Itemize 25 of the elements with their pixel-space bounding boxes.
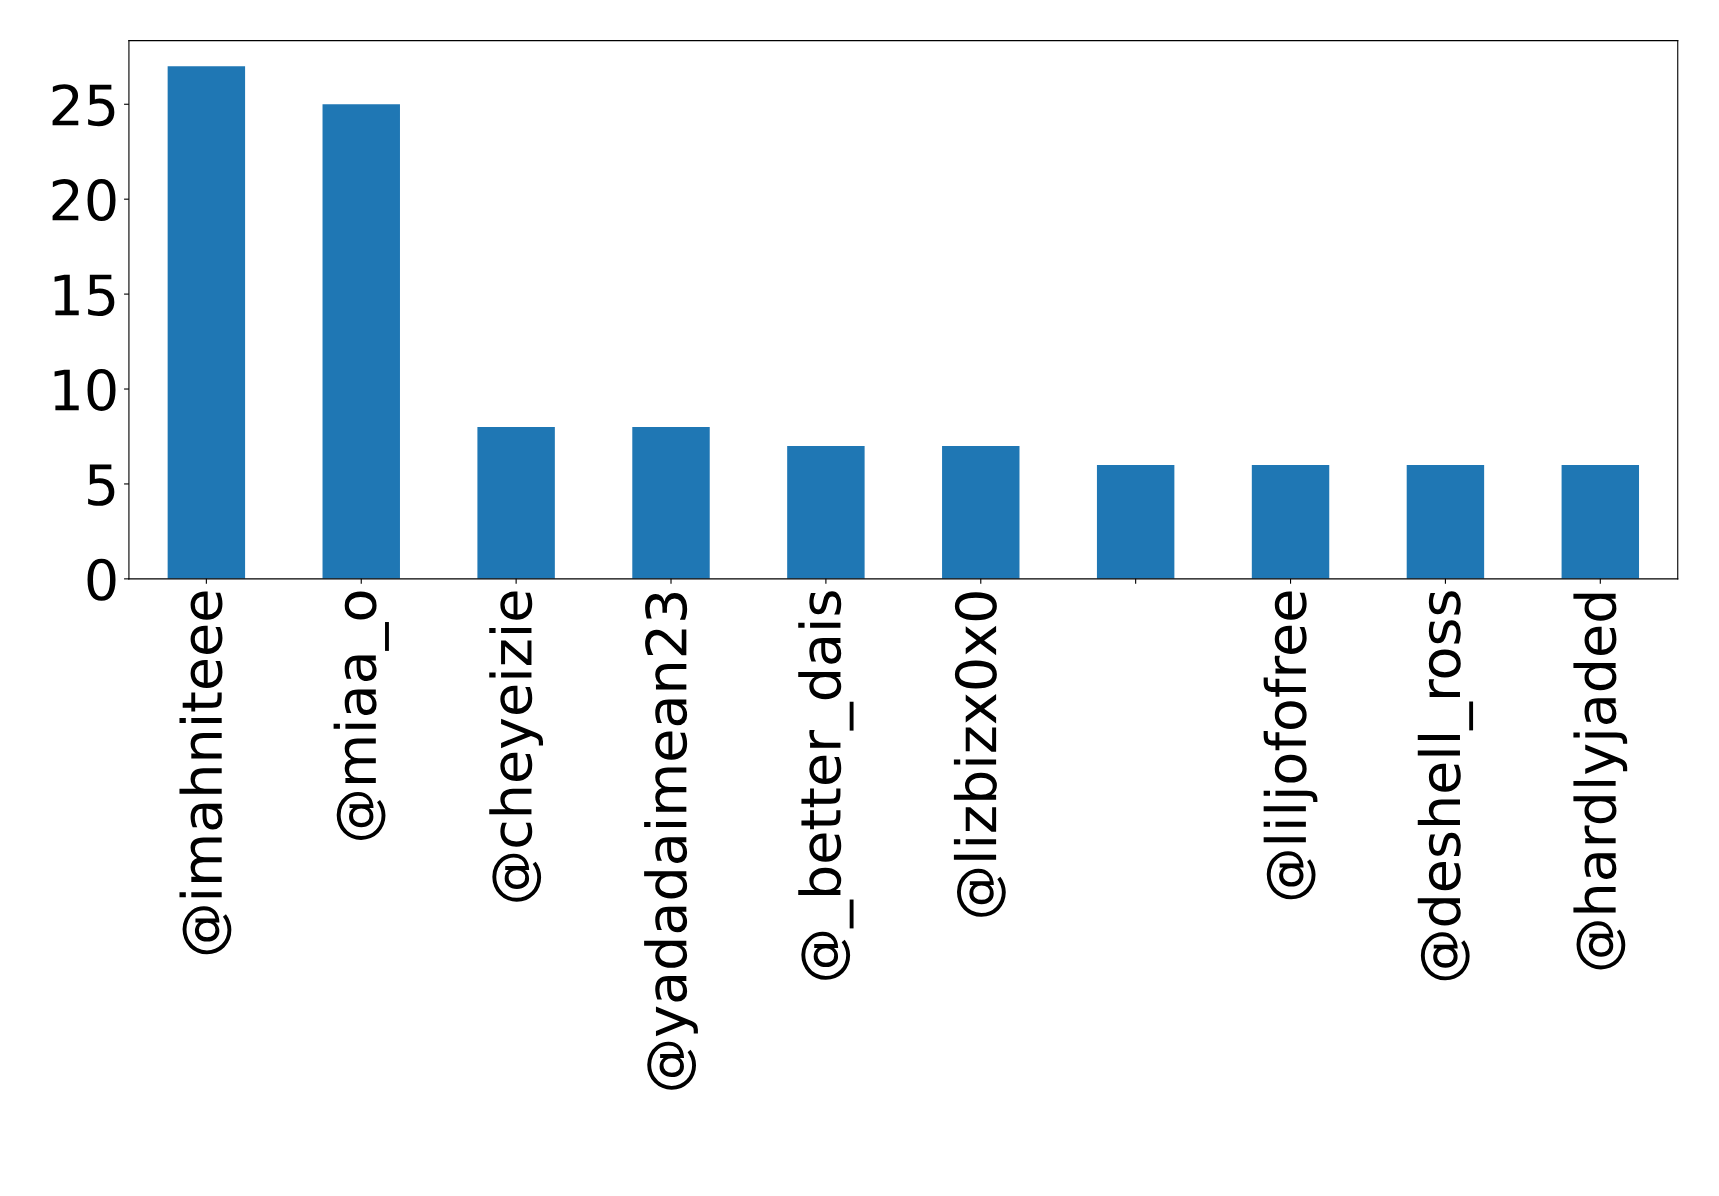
x-tick-label: @deshell_ross bbox=[1417, 591, 1474, 981]
y-tick-label: 0 bbox=[87, 558, 116, 601]
bar bbox=[1096, 464, 1175, 579]
bar bbox=[787, 445, 865, 579]
x-tick-label: @lizbizx0x0 bbox=[953, 592, 1006, 917]
y-tick-label: 15 bbox=[54, 274, 115, 316]
x-tick-label: @cheyeizie bbox=[489, 591, 544, 902]
x-tick-label: @liljofofree bbox=[1263, 591, 1318, 900]
y-tick-label: 10 bbox=[54, 368, 116, 411]
x-tick-label: @imahniteee bbox=[179, 591, 232, 955]
y-tick-label: 20 bbox=[52, 179, 116, 222]
bar bbox=[1251, 464, 1330, 579]
bar bbox=[1406, 464, 1485, 579]
x-tick-label: @_better_dais bbox=[798, 591, 854, 980]
bar bbox=[942, 445, 1020, 579]
y-tick-label: 5 bbox=[88, 464, 115, 506]
y-tick-label: 25 bbox=[52, 84, 115, 127]
x-tick-label: @yadadaimean23 bbox=[644, 593, 698, 1090]
bar bbox=[1561, 464, 1640, 579]
bar bbox=[632, 426, 710, 579]
x-tick-label: @hardlyjaded bbox=[1573, 593, 1628, 970]
bar bbox=[477, 426, 555, 579]
x-tick-label: @miaa_o bbox=[333, 591, 389, 840]
bar bbox=[322, 104, 400, 579]
bar bbox=[167, 66, 246, 579]
